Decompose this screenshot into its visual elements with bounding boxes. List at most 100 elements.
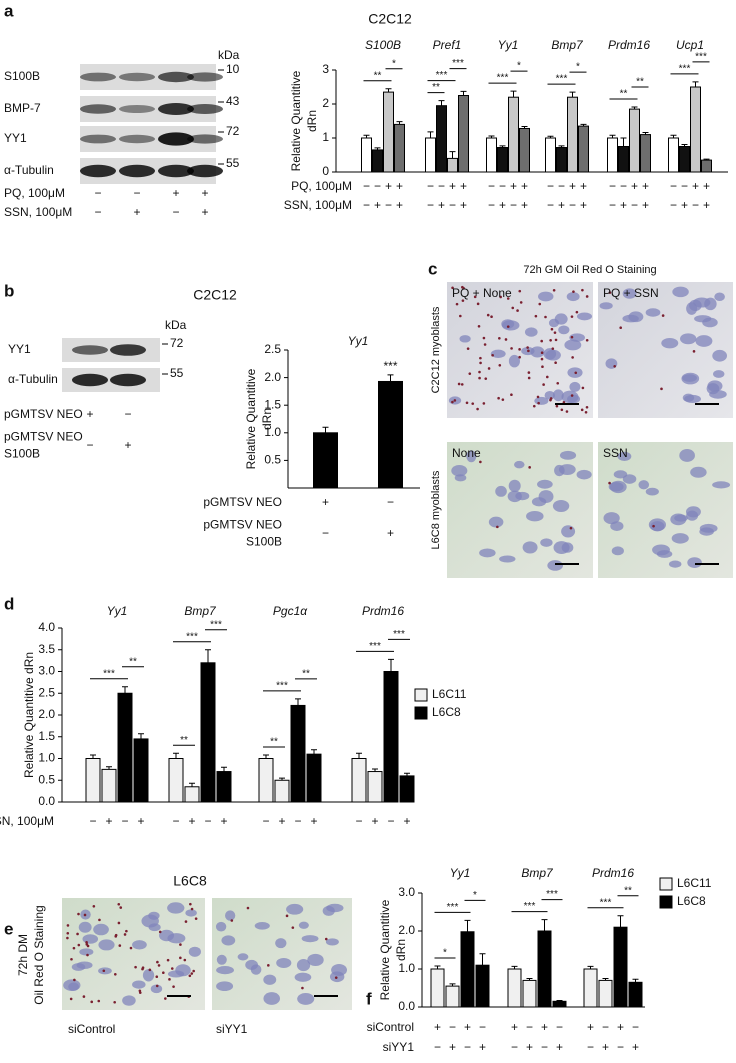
blot-band — [158, 164, 194, 178]
error-bar — [617, 915, 624, 928]
lipid-droplet — [652, 524, 655, 528]
lipid-droplet — [461, 299, 465, 302]
error-bar — [438, 100, 445, 106]
lipid-droplet — [460, 383, 464, 386]
lipid-droplet — [190, 907, 194, 911]
nucleus — [454, 474, 467, 482]
condition-sign: − — [427, 198, 434, 212]
bar — [497, 147, 508, 173]
error-bar — [322, 426, 329, 433]
lipid-droplet — [519, 301, 523, 304]
nucleus — [263, 992, 281, 1005]
nucleus — [686, 302, 698, 315]
lipid-droplet — [491, 353, 494, 357]
lipid-droplet — [141, 966, 145, 970]
condition-sign: + — [526, 1040, 533, 1054]
condition-sign: + — [438, 198, 445, 212]
nucleus — [294, 972, 312, 982]
nucleus — [307, 953, 324, 967]
condition-sign: − — [172, 205, 179, 219]
lipid-droplet — [66, 931, 70, 935]
condition-sign: − — [464, 1040, 471, 1054]
nucleus — [296, 959, 311, 972]
lipid-droplet — [113, 1000, 116, 1004]
error-bar — [488, 135, 495, 138]
error-bar — [547, 135, 554, 138]
lipid-droplet — [190, 972, 194, 975]
lipid-droplet — [90, 1000, 94, 1004]
lipid-droplet — [158, 930, 162, 934]
y-tick-label: 1.0 — [398, 961, 415, 975]
condition-sign: + — [556, 1040, 563, 1054]
blot-band — [80, 104, 116, 114]
condition-sign: + — [188, 814, 195, 828]
significance-label: ** — [624, 885, 632, 896]
bar — [290, 704, 306, 803]
condition-sign: − — [609, 179, 616, 193]
condition-sign: + — [172, 186, 179, 200]
group-title: S100B — [365, 38, 401, 52]
nucleus — [690, 466, 707, 478]
nucleus — [297, 992, 315, 1005]
lipid-droplet — [478, 376, 481, 380]
group-title: Yy1 — [498, 38, 519, 52]
error-bar — [670, 134, 677, 138]
bar — [552, 1000, 567, 1008]
condition-sign: − — [670, 198, 677, 212]
lipid-droplet — [66, 936, 69, 940]
lipid-droplet — [510, 393, 513, 397]
y-tick-label: 0.0 — [38, 794, 55, 808]
legend-label: L6C8 — [677, 894, 706, 908]
nucleus — [661, 337, 679, 349]
significance-label: *** — [524, 901, 536, 912]
nucleus — [552, 389, 564, 402]
image-label: PQ + SSN — [603, 286, 659, 300]
legend-label: L6C11 — [677, 876, 712, 890]
condition-sign: + — [201, 205, 208, 219]
condition-sign: + — [521, 179, 528, 193]
nucleus — [225, 910, 236, 921]
condition-sign: − — [510, 198, 517, 212]
lipid-droplet — [82, 995, 86, 998]
lipid-droplet — [134, 965, 137, 969]
y-axis-label: Relative Quantitive dRn — [22, 652, 36, 778]
panel-letter: e — [4, 919, 13, 938]
bar — [436, 105, 447, 173]
lipid-droplet — [188, 974, 192, 978]
error-bar — [173, 752, 179, 759]
error-bar — [372, 768, 378, 772]
nucleus — [78, 921, 92, 933]
condition-sign: − — [499, 179, 506, 193]
blot-band — [72, 345, 108, 355]
lipid-droplet — [123, 933, 127, 936]
bar — [537, 930, 552, 1008]
lipid-droplet — [194, 917, 198, 920]
lipid-droplet — [487, 367, 491, 370]
bar — [378, 380, 403, 489]
lipid-droplet — [619, 326, 622, 330]
nucleus — [648, 518, 666, 532]
bar — [507, 968, 522, 1008]
condition-sign: − — [124, 407, 131, 421]
lipid-droplet — [660, 387, 663, 391]
lipid-droplet — [498, 336, 501, 340]
nucleus — [63, 979, 81, 992]
significance-label: * — [473, 890, 477, 901]
nucleus — [325, 938, 339, 946]
lipid-droplet — [608, 291, 612, 294]
panel-heading: C2C12 — [193, 287, 237, 303]
nucleus — [185, 909, 197, 917]
nucleus — [714, 292, 725, 302]
nucleus — [552, 500, 570, 513]
lipid-droplet — [92, 905, 96, 908]
y-tick-label: 1.0 — [264, 425, 281, 439]
nucleus — [559, 450, 577, 460]
condition-sign: − — [355, 814, 362, 828]
error-bar — [632, 978, 639, 983]
nucleus — [558, 325, 570, 335]
lipid-droplet — [479, 356, 482, 360]
lipid-droplet — [479, 361, 482, 365]
lipid-droplet — [102, 969, 106, 973]
marker-label: 72 — [170, 336, 184, 350]
significance-label: * — [517, 61, 521, 72]
